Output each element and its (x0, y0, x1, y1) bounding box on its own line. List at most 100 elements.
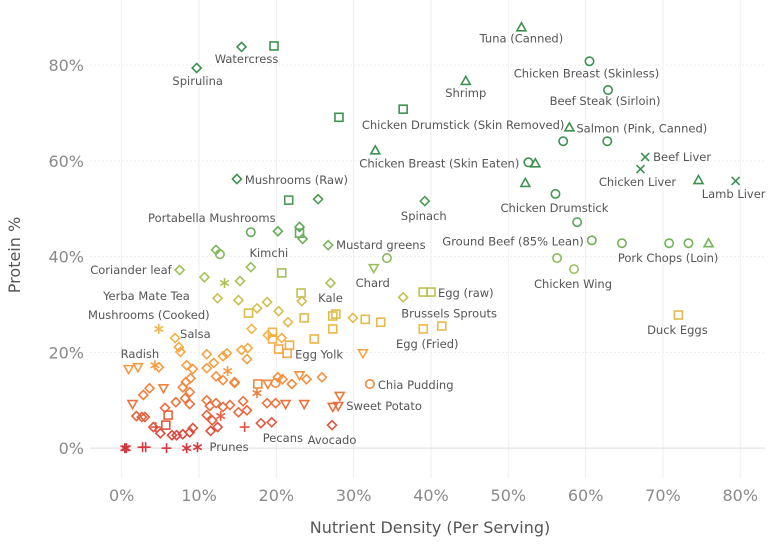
data-point-diamond (159, 402, 171, 414)
data-point-square (284, 340, 295, 350)
data-point-diamond (137, 389, 149, 401)
data-point-asterisk (215, 411, 226, 422)
data-point-diamond (419, 195, 431, 207)
data-point-diamond (184, 386, 196, 398)
data-point-square (296, 288, 306, 298)
x-tick-label: 10% (181, 486, 217, 505)
point-label: Mustard greens (336, 238, 425, 252)
data-point-diamond (255, 417, 267, 429)
data-point-diamond (324, 277, 337, 289)
y-axis-title: Protein % (5, 217, 24, 293)
data-point-diamond (245, 261, 257, 273)
data-point-diamond (184, 398, 196, 410)
data-point-triangle-up (459, 74, 472, 86)
point-label: Egg Yolk (295, 347, 343, 361)
data-point-triangle-down (157, 383, 170, 395)
data-point-triangle-down (126, 399, 139, 411)
point-label: Chicken Wing (534, 277, 612, 291)
x-tick-label: 40% (413, 486, 449, 505)
point-label: Radish (121, 347, 160, 361)
point-label: Duck Eggs (647, 323, 708, 337)
data-point-square (299, 313, 309, 323)
y-tick-label: 80% (48, 56, 84, 75)
point-label: Yerba Mate Tea (102, 289, 190, 303)
data-point-diamond (286, 378, 298, 390)
data-point-diamond (204, 400, 216, 412)
data-point-circle (602, 136, 613, 147)
data-point-diamond (241, 404, 253, 416)
data-point-diamond (276, 373, 289, 385)
data-point-circle (603, 85, 614, 96)
data-point-diamond (282, 316, 294, 328)
data-point-triangle-down (122, 364, 135, 376)
point-label: Pecans (263, 431, 303, 445)
data-point-diamond (296, 295, 308, 307)
point-label: Ground Beef (85% Lean) (442, 234, 584, 248)
data-point-triangle-up (692, 173, 705, 185)
data-point-diamond (232, 294, 245, 306)
data-point-diamond (181, 359, 193, 371)
data-point-square (418, 324, 429, 334)
point-label: Egg (Fried) (396, 337, 459, 351)
data-point-square (360, 314, 371, 325)
x-axis-ticks: 0% 10% 20% 30% 40% 50% 60% 70% 80% (109, 486, 758, 505)
data-point-triangle-up (519, 176, 532, 188)
data-point-triangle-down (326, 402, 339, 414)
data-point-circle (584, 56, 595, 67)
data-point-square (282, 348, 292, 359)
data-point-square (418, 287, 429, 297)
y-tick-label: 60% (48, 152, 84, 171)
data-point-diamond (201, 362, 213, 374)
data-point-diamond (184, 426, 196, 438)
point-label: Coriander leaf (90, 263, 172, 277)
data-point-diamond (187, 363, 199, 375)
data-point-square (160, 420, 171, 430)
data-point-diamond (187, 422, 199, 434)
x-axis-title: Nutrient Density (Per Serving) (310, 518, 551, 537)
data-point-square (163, 410, 173, 420)
data-point-triangle-down (279, 399, 292, 411)
data-point-triangle-down (132, 362, 144, 374)
data-point-square (269, 41, 279, 51)
data-point-diamond (276, 332, 288, 344)
point-label: Spinach (401, 209, 447, 223)
data-point-diamond (177, 381, 189, 393)
data-point-square (398, 104, 408, 114)
point-labels: Tuna (Canned) Watercress Spirulina Chicken … (88, 31, 766, 454)
point-label: Prunes (209, 440, 248, 454)
data-point-diamond (300, 373, 313, 385)
data-point-diamond (269, 397, 282, 409)
data-point-diamond (201, 394, 213, 406)
data-point-circle (245, 227, 256, 238)
data-point-diamond (211, 292, 224, 304)
point-label: Mushrooms (Raw) (245, 173, 348, 187)
data-point-circle (364, 378, 375, 389)
data-point-circle (214, 249, 225, 260)
data-point-triangle-down (357, 349, 369, 360)
data-point-diamond (293, 221, 306, 233)
data-point-asterisk (192, 442, 203, 453)
point-label: Chia Pudding (378, 378, 454, 392)
point-label: Watercress (215, 52, 279, 66)
data-point-diamond (174, 346, 187, 358)
data-point-diamond (217, 374, 229, 386)
data-point-square (673, 310, 684, 320)
data-point-diamond (347, 312, 359, 324)
data-point-diamond (232, 406, 245, 418)
data-point-diamond (153, 361, 165, 373)
y-axis-ticks: 0% 20% 40% 60% 80% (48, 56, 84, 458)
data-point-diamond (206, 414, 218, 426)
data-point-diamond (316, 371, 328, 383)
x-tick-label: 20% (259, 486, 295, 505)
data-point-triangle-up (529, 157, 542, 168)
point-label: Portabella Mushrooms (148, 211, 276, 225)
point-label: Salmon (Pink, Canned) (576, 121, 707, 135)
data-point-circle (550, 188, 561, 199)
y-tick-label: 0% (59, 439, 84, 458)
gridlines (90, 0, 765, 478)
data-point-diamond (198, 271, 211, 283)
point-label: Chicken Breast (Skinless) (514, 66, 659, 80)
data-point-diamond (210, 397, 222, 409)
data-point-diamond (261, 296, 273, 308)
